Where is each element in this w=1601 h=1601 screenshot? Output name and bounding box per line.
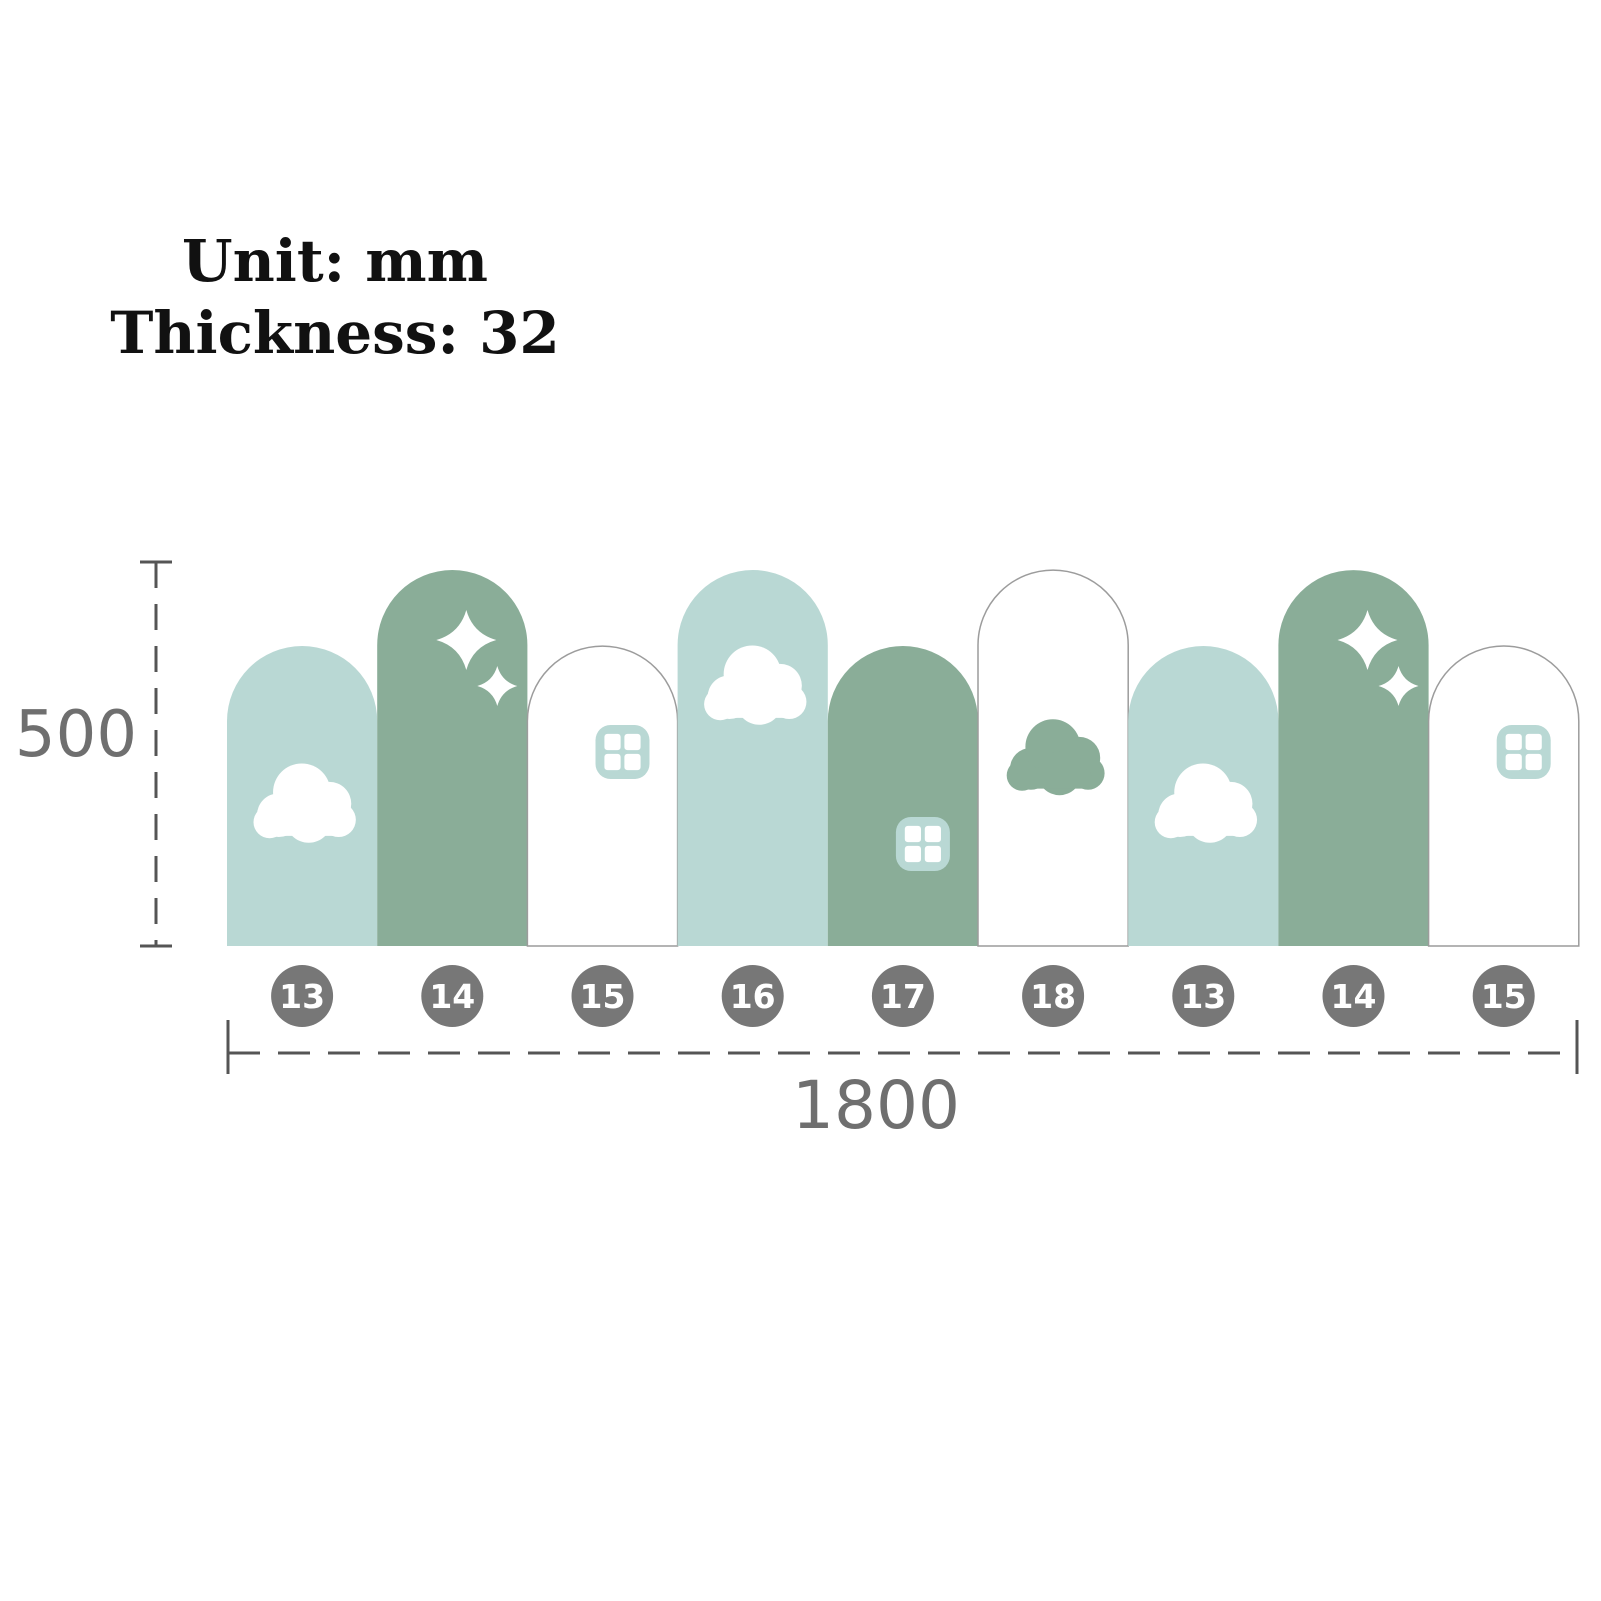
panel-row — [227, 569, 1580, 947]
panel-number: 17 — [880, 977, 926, 1016]
cloud-icon — [1006, 719, 1105, 796]
panel-18-6 — [977, 569, 1129, 947]
cloud-icon — [253, 763, 356, 843]
panel-number: 15 — [1481, 977, 1527, 1016]
panel-number-badge: 14 — [421, 965, 484, 1027]
window-icon — [1496, 725, 1551, 779]
panel-13-1 — [227, 645, 378, 946]
panel-16-4 — [677, 570, 828, 946]
panel-number-badge: 14 — [1322, 965, 1385, 1027]
cloud-icon — [704, 645, 807, 725]
panel-number: 18 — [1030, 977, 1076, 1016]
panel-15-9 — [1427, 645, 1580, 947]
cloud-icon — [1154, 763, 1258, 843]
panel-number: 16 — [730, 977, 776, 1016]
panel-17-5 — [827, 645, 978, 946]
panel-15-3 — [526, 645, 679, 947]
sparkle-icon — [436, 610, 497, 670]
panel-number: 15 — [580, 977, 626, 1016]
panel-number: 13 — [1180, 977, 1226, 1016]
panel-number: 14 — [429, 977, 475, 1016]
unit-label: Unit: mm — [182, 227, 488, 295]
panel-shape — [526, 645, 679, 947]
panel-number-badge: 17 — [871, 965, 934, 1027]
panel-number: 13 — [279, 977, 325, 1016]
panel-number: 14 — [1331, 977, 1377, 1016]
panel-number-row: 13 14 15 16 17 18 13 14 15 — [271, 965, 1535, 1027]
width-value: 1800 — [792, 1067, 960, 1144]
thickness-label: Thickness: 32 — [110, 299, 560, 367]
panel-shape — [377, 570, 528, 946]
width-dimension: 1800 — [226, 1020, 1579, 1144]
panel-number-badge: 13 — [1172, 965, 1235, 1027]
panel-number-badge: 16 — [721, 965, 784, 1027]
sparkle-icon — [477, 666, 518, 706]
panel-14-8 — [1278, 570, 1429, 946]
panel-number-badge: 15 — [1472, 965, 1535, 1027]
sparkle-icon — [1337, 610, 1398, 670]
panel-shape — [677, 570, 828, 946]
panel-shape — [1427, 645, 1580, 947]
sparkle-icon — [1378, 666, 1419, 706]
height-dimension: 500 — [15, 560, 172, 948]
panel-14-2 — [377, 570, 528, 946]
panel-number-badge: 13 — [271, 965, 334, 1027]
height-value: 500 — [15, 698, 137, 772]
panel-number-badge: 18 — [1022, 965, 1085, 1027]
panel-13-7 — [1128, 645, 1279, 946]
window-icon — [595, 725, 650, 779]
panel-number-badge: 15 — [571, 965, 634, 1027]
panel-shape — [1278, 570, 1429, 946]
window-icon — [895, 817, 950, 871]
panel-shape — [827, 645, 978, 946]
